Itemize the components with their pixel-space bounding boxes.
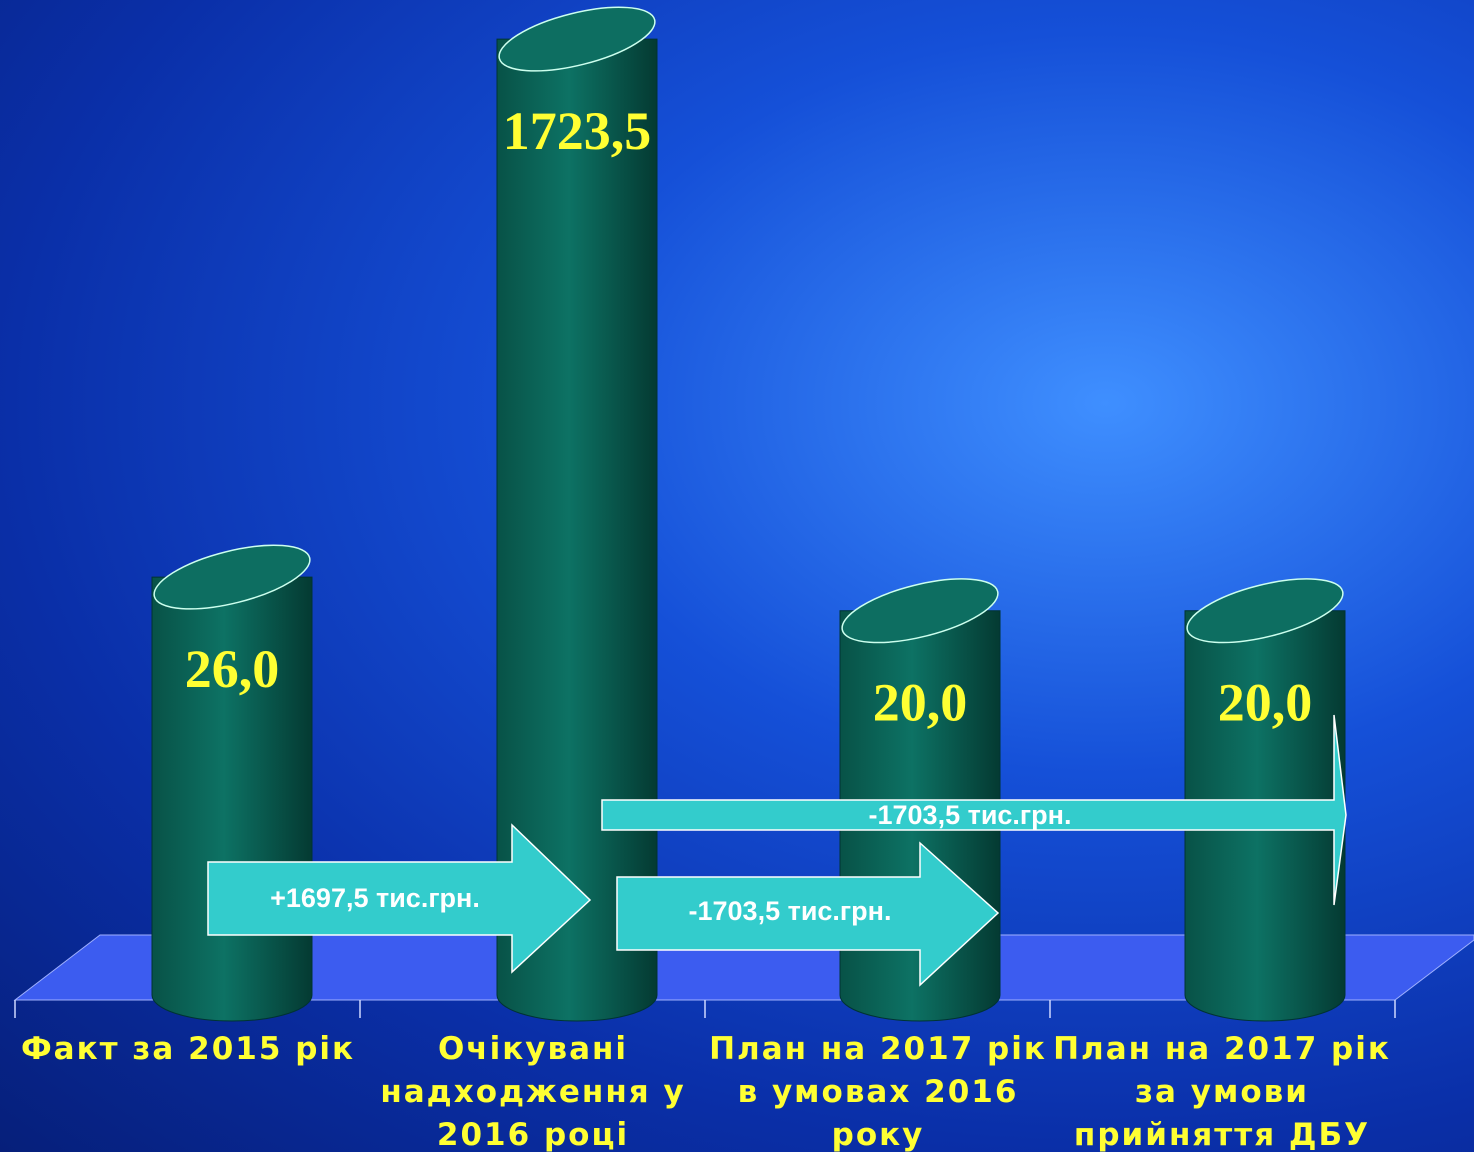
value-label: 20,0 [1218, 673, 1313, 733]
floor-ticks [14, 1000, 1396, 1018]
x-tick-label: Очікувані надходження у 2016 році [380, 1031, 686, 1153]
bar-top [153, 544, 311, 610]
x-tick-label: Факт за 2015 рік [20, 1031, 356, 1067]
cylinder: 20,0 [1184, 578, 1346, 1022]
annotation: +1697,5 тис.грн. [270, 883, 480, 913]
value-label: 1723,5 [503, 101, 652, 161]
value-label: 26,0 [185, 639, 280, 699]
x-tick-label: План на 2017 рік в умовах 2016 року [709, 1031, 1047, 1153]
bar-top [841, 578, 999, 644]
arrow-annotation: -1703,5 тис.грн. [601, 714, 1347, 906]
arrow-annotation: -1703,5 тис.грн. [616, 841, 1000, 987]
cylinder: 1723,5 [496, 6, 658, 1022]
bar-top [1186, 578, 1344, 644]
arrow-annotation: +1697,5 тис.грн. [207, 823, 592, 974]
annotation: -1703,5 тис.грн. [689, 896, 892, 926]
annotation: -1703,5 тис.грн. [869, 800, 1072, 830]
bar-top [498, 6, 656, 72]
x-tick-label: План на 2017 рік за умови прийняття ДБУ [1053, 1031, 1391, 1153]
value-label: 20,0 [873, 673, 968, 733]
cylinder: 26,0 [151, 544, 313, 1022]
bar [496, 38, 658, 1022]
floor [13, 934, 1474, 1001]
